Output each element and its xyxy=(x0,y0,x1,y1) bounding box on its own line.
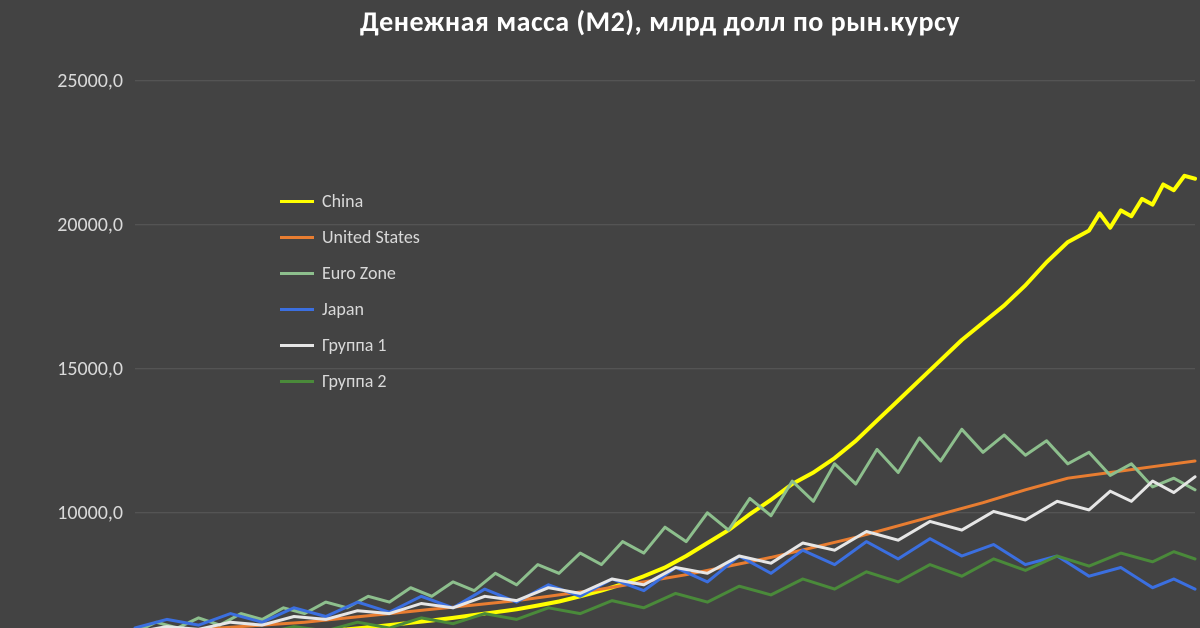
series-line xyxy=(283,176,1195,628)
legend-label: China xyxy=(322,190,363,212)
legend-swatch xyxy=(280,200,314,203)
legend-label: Japan xyxy=(322,298,364,320)
legend-label: United States xyxy=(322,226,420,248)
legend-swatch xyxy=(280,380,314,383)
chart-container: Денежная масса (М2), млрд долл по рын.ку… xyxy=(0,0,1200,628)
legend: China United States Euro Zone Japan Группа 1… xyxy=(280,190,420,392)
legend-item: China xyxy=(280,190,420,212)
series-line xyxy=(135,477,1195,628)
y-tick-label: 15000,0 xyxy=(57,357,123,381)
legend-item: United States xyxy=(280,226,420,248)
legend-swatch xyxy=(280,344,314,347)
legend-item: Euro Zone xyxy=(280,262,420,284)
legend-label: Группа 2 xyxy=(322,370,387,392)
chart-title: Денежная масса (М2), млрд долл по рын.ку… xyxy=(0,4,1200,39)
y-tick-label: 10000,0 xyxy=(57,501,123,525)
y-tick-label: 25000,0 xyxy=(57,69,123,93)
legend-item: Группа 1 xyxy=(280,334,420,356)
legend-item: Japan xyxy=(280,298,420,320)
series-line xyxy=(135,461,1195,628)
legend-swatch xyxy=(280,272,314,275)
legend-label: Euro Zone xyxy=(322,262,396,284)
series-line xyxy=(135,539,1195,628)
legend-label: Группа 1 xyxy=(322,334,387,356)
legend-swatch xyxy=(280,236,314,239)
legend-swatch xyxy=(280,308,314,311)
y-tick-label: 20000,0 xyxy=(57,213,123,237)
legend-item: Группа 2 xyxy=(280,370,420,392)
